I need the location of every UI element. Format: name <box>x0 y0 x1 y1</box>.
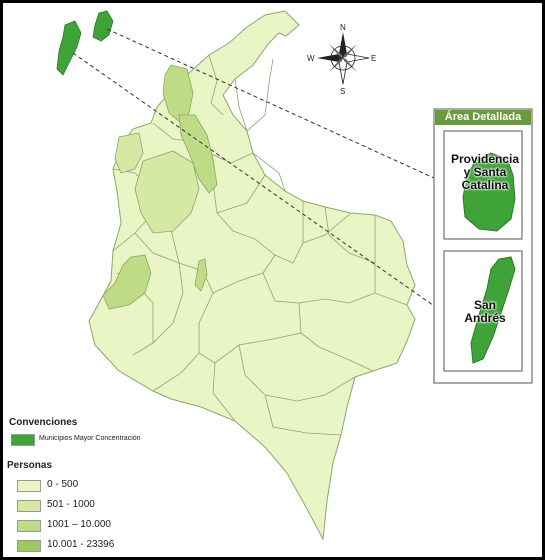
inset-label-providencia: Providencia y Santa Catalina <box>450 152 520 192</box>
legend-class-label: 501 - 1000 <box>47 499 95 510</box>
map-frame: N S E W Área Detallada Providencia y San… <box>3 3 542 557</box>
legend-class-label: 1001 – 10.000 <box>47 519 111 530</box>
legend-class-swatch <box>17 500 41 512</box>
inset-island-san-andres <box>470 256 516 364</box>
inset-label-san-andres: San Andrés <box>464 298 506 325</box>
compass-w-label: W <box>307 54 315 63</box>
legend-class-swatch <box>17 520 41 532</box>
legend-class-swatch <box>17 480 41 492</box>
map-canvas: N S E W <box>56 10 533 541</box>
legend-persons-title: Personas <box>7 460 53 471</box>
inset-title: Área Detallada <box>435 110 531 125</box>
leader-line-san-andres <box>72 52 448 316</box>
legend-class-label: 0 - 500 <box>47 479 79 490</box>
leader-line-providencia <box>106 28 446 184</box>
legend-class-label: 10.001 - 23396 <box>47 539 115 550</box>
island-san-andres-small <box>56 20 82 76</box>
region-density-high-small <box>194 258 208 292</box>
inset-island-providencia <box>462 152 516 232</box>
compass-rose: N S E W <box>307 23 376 96</box>
region-density-medium-northwest <box>114 132 144 174</box>
compass-s-label: S <box>340 87 345 96</box>
compass-n-label: N <box>340 23 346 32</box>
region-density-high-valle <box>102 254 152 310</box>
legend-municipality-label: Municipios Mayor Concentración <box>39 435 141 442</box>
legend-class-swatch <box>17 540 41 552</box>
region-density-medium-antioquia <box>134 150 200 234</box>
legend-municipality-swatch <box>11 434 35 446</box>
compass-e-label: E <box>371 54 376 63</box>
legend-conventions-title: Convenciones <box>9 417 78 428</box>
island-providencia-small <box>92 10 114 42</box>
